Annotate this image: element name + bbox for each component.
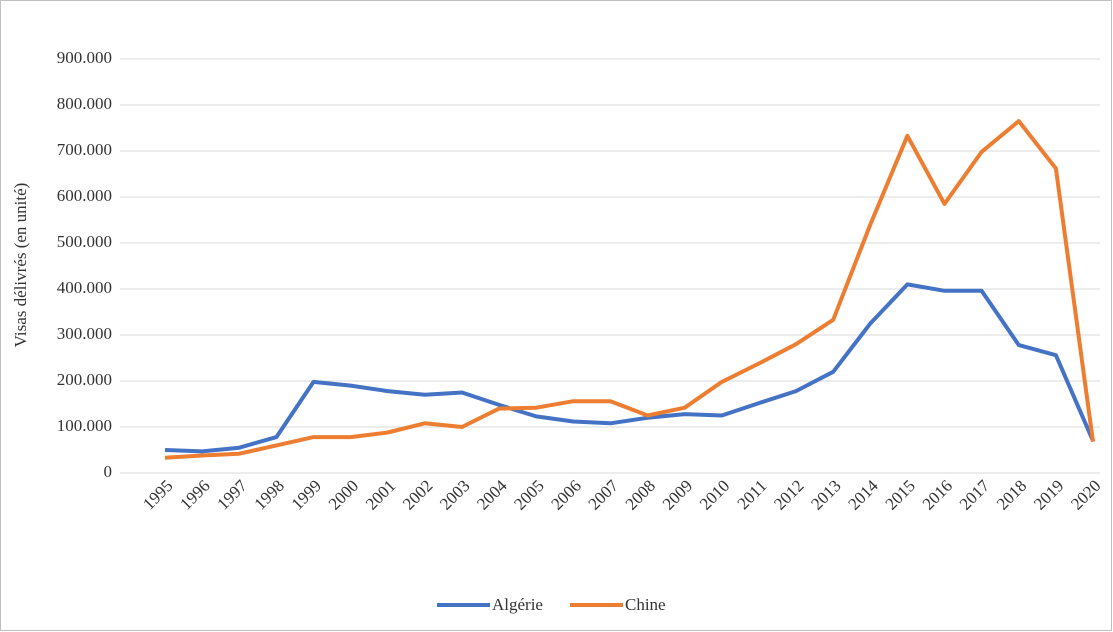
y-tick-label: 600.000 xyxy=(57,186,112,205)
legend-label: Algérie xyxy=(492,595,543,614)
line-series xyxy=(164,119,1095,460)
y-axis-label: Visas délivrés (en unité) xyxy=(11,183,30,348)
y-tick-label: 200.000 xyxy=(57,370,112,389)
y-tick-label: 500.000 xyxy=(57,232,112,251)
y-tick-label: 700.000 xyxy=(57,140,112,159)
y-tick-label: 0 xyxy=(104,462,113,481)
legend-label: Chine xyxy=(625,595,666,614)
y-tick-label: 300.000 xyxy=(57,324,112,343)
y-tick-label: 900.000 xyxy=(57,48,112,67)
y-tick-label: 100.000 xyxy=(57,416,112,435)
y-tick-label: 800.000 xyxy=(57,94,112,113)
y-tick-label: 400.000 xyxy=(57,278,112,297)
line-series xyxy=(164,282,1095,454)
